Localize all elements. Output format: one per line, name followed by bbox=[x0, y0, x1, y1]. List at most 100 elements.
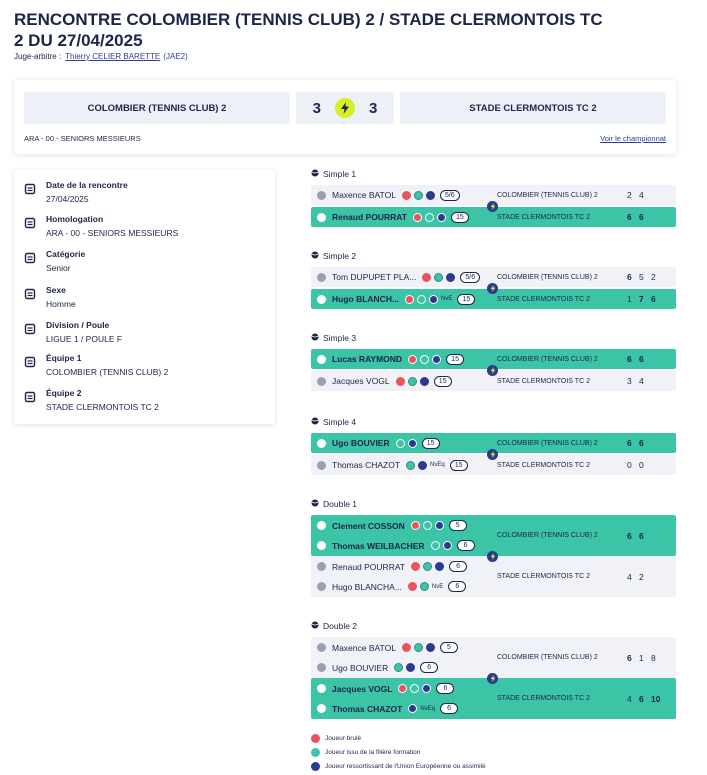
set-score: 4 bbox=[627, 571, 632, 582]
info-icon bbox=[24, 356, 36, 368]
set-score: 4 bbox=[627, 693, 632, 704]
player-rank: 15 bbox=[446, 353, 465, 365]
page-title: RENCONTRE COLOMBIER (TENNIS CLUB) 2 / ST… bbox=[14, 10, 603, 50]
player-rank: 6 bbox=[420, 662, 439, 673]
championship-link[interactable]: Voir le championnat bbox=[600, 134, 666, 143]
badge bbox=[395, 376, 405, 386]
player-name: Maxence BATOL bbox=[332, 190, 396, 200]
away-score: 3 bbox=[369, 99, 378, 117]
info-value: Senior bbox=[46, 263, 71, 273]
team-name: STADE CLERMONTOIS TC 2 bbox=[497, 695, 590, 702]
set-score: 7 bbox=[639, 294, 644, 304]
info-icon-box bbox=[24, 182, 36, 200]
player-tag: NvE bbox=[441, 296, 453, 302]
team-name: STADE CLERMONTOIS TC 2 bbox=[497, 213, 590, 221]
info-value: LIGUE 1 / POULE F bbox=[46, 334, 123, 344]
badge bbox=[412, 212, 422, 222]
match-title: Double 2 bbox=[311, 621, 357, 631]
player-rank: 15 bbox=[449, 459, 468, 471]
info-label: Date de la rencontre bbox=[46, 180, 128, 190]
vs-icon bbox=[487, 364, 498, 376]
legend-item: Joueur brulé bbox=[311, 734, 361, 743]
badge bbox=[432, 354, 442, 364]
info-icon bbox=[24, 323, 36, 335]
badge bbox=[429, 294, 439, 304]
player-row: Maxence BATOL 5/6 bbox=[317, 185, 460, 205]
player-icon bbox=[317, 354, 326, 364]
ball-icon bbox=[311, 333, 319, 343]
legend-item: Joueur issu de la filière formation bbox=[311, 748, 420, 757]
player-icon bbox=[317, 582, 326, 591]
badge bbox=[434, 272, 444, 282]
ball-icon bbox=[311, 499, 319, 509]
team-name: COLOMBIER (TENNIS CLUB) 2 bbox=[497, 273, 598, 281]
info-label: Équipe 1 bbox=[46, 353, 82, 363]
badge bbox=[420, 354, 430, 364]
badges bbox=[395, 684, 432, 693]
team-block: Maxence BATOL 5 Ugo BOUVIER 6 COLOMBIER (TEN… bbox=[311, 637, 676, 678]
info-value: 27/04/2025 bbox=[46, 194, 89, 204]
badge bbox=[434, 521, 444, 530]
badge bbox=[413, 643, 423, 652]
set-score: 0 bbox=[627, 460, 632, 470]
home-team: COLOMBIER (TENNIS CLUB) 2 bbox=[24, 92, 290, 124]
player-row: Clement COSSON 5 bbox=[317, 516, 467, 536]
team-name: COLOMBIER (TENNIS CLUB) 2 bbox=[497, 532, 598, 539]
player-icon bbox=[317, 460, 326, 470]
set-score: 6 bbox=[627, 530, 632, 541]
info-label: Équipe 2 bbox=[46, 388, 82, 398]
info-icon-box bbox=[24, 216, 36, 234]
badges bbox=[408, 562, 445, 571]
set-score: 10 bbox=[651, 693, 661, 704]
player-name: Hugo BLANCH... bbox=[332, 294, 400, 304]
player-name: Jacques VOGL bbox=[332, 683, 393, 694]
player-name: Clement COSSON bbox=[332, 520, 405, 531]
badges bbox=[405, 354, 442, 364]
set-score: 4 bbox=[639, 190, 644, 200]
info-icon bbox=[24, 183, 36, 195]
set-score: 2 bbox=[639, 571, 644, 582]
player-rank: 15 bbox=[433, 375, 452, 387]
player-icon bbox=[317, 272, 326, 282]
player-rank: 15 bbox=[421, 437, 440, 449]
set-score: 2 bbox=[651, 272, 656, 282]
match-title-text: Simple 3 bbox=[323, 333, 357, 343]
player-name: Lucas RAYMOND bbox=[332, 354, 403, 364]
team-block: Clement COSSON 5 Thomas WEILBACHER 6 COLOMBI… bbox=[311, 515, 676, 556]
referee-grade: (JAE2) bbox=[163, 52, 188, 61]
player-rank: 5 bbox=[439, 642, 458, 653]
team-block: Lucas RAYMOND 15 COLOMBIER (TENNIS CLUB) 2… bbox=[311, 349, 676, 369]
set-score: 6 bbox=[639, 530, 644, 541]
referee-name[interactable]: Thierry CELIER BARETTE bbox=[65, 52, 161, 61]
player-rank: 6 bbox=[448, 581, 467, 592]
set-score: 6 bbox=[627, 354, 632, 364]
player-name: Thomas WEILBACHER bbox=[332, 540, 425, 551]
badge bbox=[395, 438, 405, 448]
vs-icon bbox=[487, 448, 498, 460]
team-name: STADE CLERMONTOIS TC 2 bbox=[497, 377, 590, 385]
player-icon bbox=[317, 521, 326, 530]
badge bbox=[413, 190, 423, 200]
set-score: 6 bbox=[627, 272, 632, 282]
legend-text: Joueur brulé bbox=[325, 735, 362, 742]
badge bbox=[417, 294, 427, 304]
badge bbox=[425, 190, 435, 200]
player-rank: 5 bbox=[448, 520, 467, 531]
match-title-text: Simple 2 bbox=[323, 251, 357, 261]
info-value: COLOMBIER (TENNIS CLUB) 2 bbox=[46, 367, 169, 377]
set-score: 6 bbox=[651, 294, 656, 304]
info-icon-box bbox=[24, 251, 36, 269]
badges bbox=[391, 663, 416, 672]
player-name: Ugo BOUVIER bbox=[332, 438, 390, 448]
set-score: 6 bbox=[639, 438, 644, 448]
badge bbox=[446, 272, 456, 282]
match-title-text: Double 1 bbox=[323, 499, 358, 509]
badges bbox=[393, 438, 417, 448]
player-icon bbox=[317, 663, 326, 672]
match-title-text: Simple 4 bbox=[323, 417, 357, 427]
info-icon-box bbox=[24, 390, 36, 408]
info-icon-box bbox=[24, 322, 36, 340]
